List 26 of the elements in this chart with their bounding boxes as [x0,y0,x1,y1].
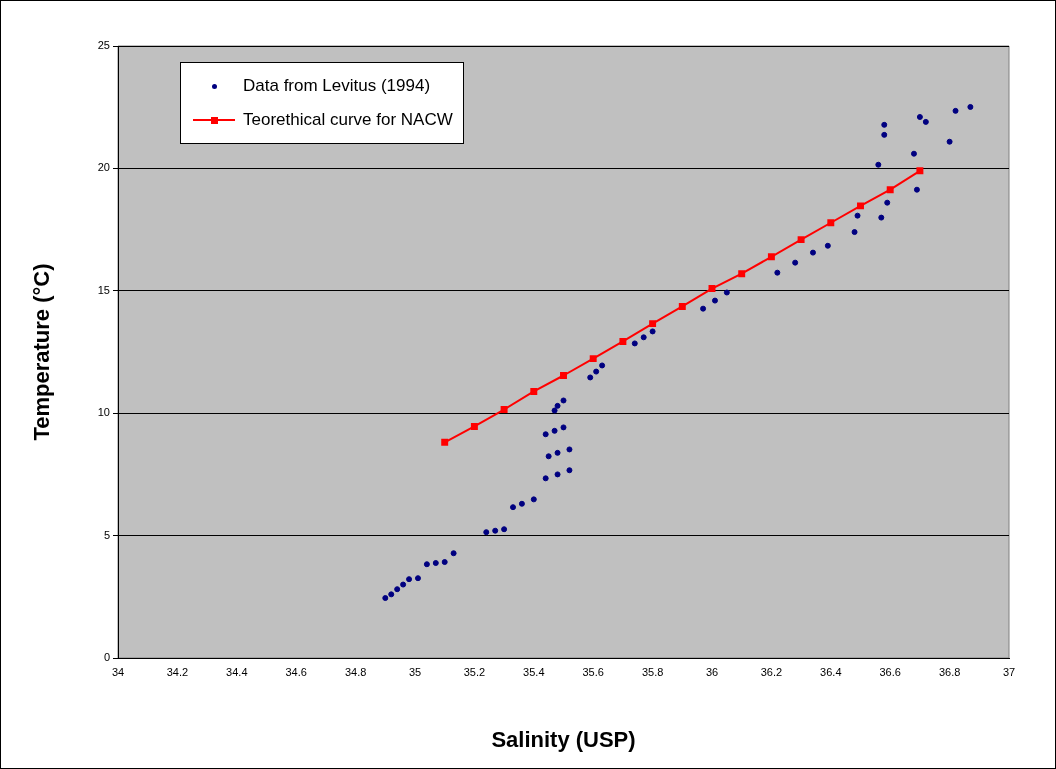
x-tick-label: 34.8 [344,665,367,678]
legend-label: Teorethical curve for NACW [243,110,453,130]
y-tick-label: 5 [103,528,110,541]
y-axis-title: Temperature (°C) [29,263,55,441]
x-tick-label: 36.6 [879,665,901,678]
x-tick-label: 36.2 [760,665,783,678]
x-axis-title: Salinity (USP) [491,726,636,752]
x-tick-label: 36.8 [938,665,961,678]
x-tick-label: 35.2 [463,665,486,678]
legend-label: Data from Levitus (1994) [243,76,431,96]
x-tick-label: 34 [111,665,125,678]
y-tick-label: 25 [97,39,110,52]
y-tick-label: 0 [103,651,110,664]
x-tick-label: 37 [1002,665,1016,678]
x-tick-label: 36.4 [820,665,842,678]
x-tick-label: 35.4 [523,665,545,678]
x-tick-label: 34.2 [166,665,189,678]
x-tick-label: 36 [705,665,719,678]
x-tick-label: 34.6 [285,665,307,678]
x-tick-label: 34.4 [226,665,248,678]
x-tick-label: 35 [408,665,422,678]
x-tick-label: 35.8 [641,665,664,678]
y-tick-label: 15 [97,283,110,296]
y-tick-label: 10 [97,406,110,419]
y-tick-label: 20 [97,161,110,174]
x-tick-label: 35.6 [582,665,604,678]
